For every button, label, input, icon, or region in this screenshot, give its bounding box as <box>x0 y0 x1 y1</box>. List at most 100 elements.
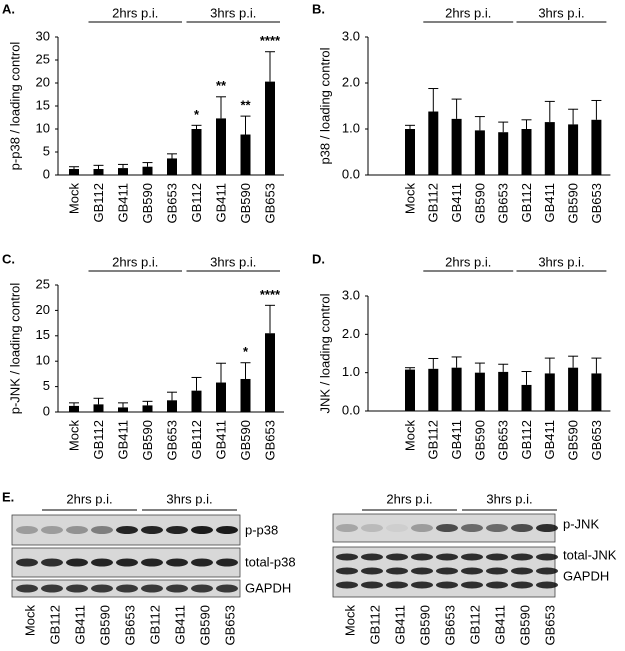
bar <box>474 130 485 175</box>
lane-label: GB411 <box>492 605 507 645</box>
group-label: 3hrs p.i. <box>166 491 212 506</box>
bar <box>405 129 415 175</box>
error-bar <box>474 362 485 373</box>
blot-band <box>216 526 238 534</box>
blot-row-label: total-JNK <box>563 547 617 562</box>
lane-label: GB112 <box>367 605 382 645</box>
blot-band <box>191 584 213 593</box>
blot-band <box>386 553 408 561</box>
panel-label: B. <box>312 1 325 16</box>
blot-band <box>166 584 188 593</box>
x-tick-label: GB112 <box>519 420 534 460</box>
y-tick-label: 10 <box>36 120 50 135</box>
blot-band <box>486 567 508 575</box>
error-bar <box>142 162 153 167</box>
blot-row-label: GAPDH <box>245 580 291 595</box>
blot-band <box>116 584 138 593</box>
lane-label: GB112 <box>467 605 482 645</box>
error-bar <box>428 357 439 369</box>
x-tick-label: GB590 <box>472 183 487 223</box>
blot-band <box>91 558 113 567</box>
panel-label: C. <box>2 251 15 266</box>
error-bar <box>521 119 532 129</box>
blot-band <box>411 581 433 589</box>
x-tick-label: GB411 <box>115 183 130 223</box>
y-tick-label: 0.0 <box>342 166 360 181</box>
bar <box>118 168 128 175</box>
blot-band <box>336 553 358 561</box>
bar <box>405 369 415 411</box>
x-tick-label: GB653 <box>589 420 604 460</box>
blot-band <box>116 558 138 567</box>
blot-band <box>16 526 38 534</box>
significance: **** <box>260 287 281 302</box>
y-tick-label: 0.0 <box>342 402 360 417</box>
x-tick-label: GB653 <box>262 420 277 460</box>
blot-band <box>361 581 383 589</box>
bar <box>240 378 251 412</box>
bar <box>451 367 462 411</box>
bar <box>142 405 153 412</box>
blot-band <box>436 553 458 561</box>
bar <box>118 407 128 412</box>
x-tick-label: GB112 <box>189 183 204 223</box>
x-tick-label: GB411 <box>213 420 228 460</box>
y-tick-label: 0 <box>43 166 50 181</box>
lane-label: GB653 <box>542 605 557 645</box>
group-label: 2hrs p.i. <box>445 5 491 20</box>
blot-band <box>216 558 238 567</box>
blot-band <box>141 584 163 593</box>
bar <box>451 118 462 175</box>
y-tick-label: 5 <box>43 378 50 393</box>
error-bar <box>216 96 226 119</box>
blot-band <box>536 524 558 532</box>
significance: * <box>194 107 200 122</box>
bar <box>428 111 439 175</box>
x-tick-label: GB112 <box>426 420 441 460</box>
bar <box>191 129 202 175</box>
blot-band <box>41 584 63 593</box>
blot-band <box>166 526 188 534</box>
blot-row-label: GAPDH <box>563 568 609 583</box>
x-tick-label: GB653 <box>589 183 604 223</box>
blot-band <box>436 581 458 589</box>
error-bar <box>142 400 153 406</box>
error-bar <box>118 163 128 169</box>
lane-label: GB653 <box>222 605 237 645</box>
blot-band <box>486 553 508 561</box>
blot-band <box>536 553 558 561</box>
error-bar <box>568 355 579 368</box>
x-tick-label: GB411 <box>542 420 557 460</box>
y-tick-label: 20 <box>36 74 50 89</box>
bar <box>498 132 509 175</box>
lane-label: GB411 <box>72 605 87 645</box>
y-tick-label: 2.0 <box>342 74 360 89</box>
x-tick-label: GB411 <box>449 183 464 223</box>
blot-band <box>336 524 358 532</box>
x-tick-label: GB590 <box>238 420 253 460</box>
lane-label: GB653 <box>442 605 457 645</box>
blot-band <box>191 558 213 567</box>
blot-band <box>511 581 533 589</box>
error-bar <box>591 357 602 374</box>
blot-band <box>461 567 483 575</box>
blot-band <box>66 558 88 567</box>
blot-band <box>536 581 558 589</box>
error-bar <box>69 402 79 406</box>
blot-band <box>461 524 483 532</box>
y-tick-label: 15 <box>36 327 50 342</box>
y-tick-label: 3.0 <box>342 287 360 302</box>
blot-band <box>66 526 88 534</box>
x-tick-label: GB590 <box>472 420 487 460</box>
y-tick-label: 1.0 <box>342 120 360 135</box>
blot-band <box>536 567 558 575</box>
blot-band <box>16 558 38 567</box>
x-tick-label: GB653 <box>164 420 179 460</box>
x-tick-label: GB411 <box>542 183 557 223</box>
significance: ** <box>216 78 227 93</box>
panel-label: D. <box>312 251 325 266</box>
blot-band <box>216 584 238 593</box>
bar <box>265 333 275 412</box>
significance: * <box>243 344 249 359</box>
bar <box>568 367 579 411</box>
